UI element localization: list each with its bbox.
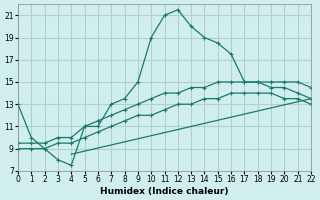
X-axis label: Humidex (Indice chaleur): Humidex (Indice chaleur) [100, 187, 229, 196]
